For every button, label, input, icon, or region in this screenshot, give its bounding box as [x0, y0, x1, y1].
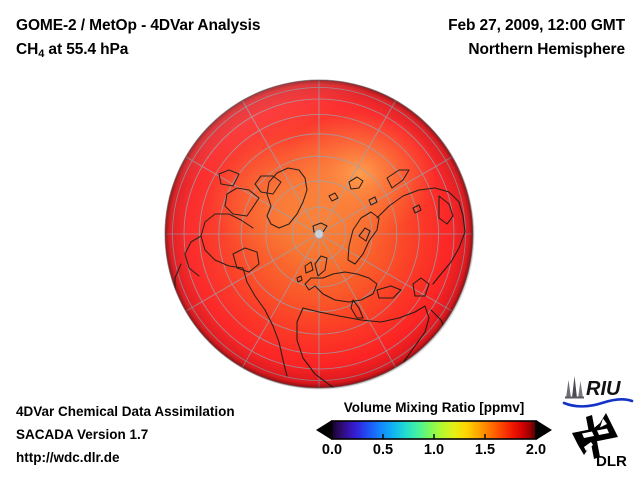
north-pole-marker [314, 229, 324, 239]
species-level-label: CH4 at 55.4 hPa [16, 41, 128, 60]
globe-outline [164, 79, 474, 389]
hemisphere-label: Northern Hemisphere [468, 41, 625, 58]
colorbar-tick-3: 1.5 [474, 442, 496, 458]
colorbar-tick-2: 1.0 [423, 442, 445, 458]
dlr-glider-cutouts [582, 418, 609, 451]
colorbar-tick-labels: 0.0 0.5 1.0 1.5 2.0 [312, 442, 556, 464]
colorbar-gradient [316, 420, 552, 440]
colorbar: Volume Mixing Ratio [ppmv] [312, 400, 556, 472]
riu-wave-icon [562, 397, 634, 408]
colorbar-tick-4: 2.0 [525, 442, 547, 458]
species-subscript: 4 [38, 48, 45, 60]
riu-logo: RIU [562, 376, 634, 408]
colorbar-cap-low [316, 420, 332, 440]
dlr-wordmark: DLR [596, 453, 627, 469]
colorbar-tick-0: 0.0 [321, 442, 343, 458]
orthographic-projection [164, 79, 475, 390]
colorbar-title: Volume Mixing Ratio [ppmv] [343, 400, 525, 415]
riu-spires-icon [565, 376, 584, 399]
level-text: at 55.4 hPa [44, 41, 129, 58]
species-symbol: CH [16, 41, 39, 58]
timestamp-label: Feb 27, 2009, 12:00 GMT [448, 17, 625, 34]
colorbar-tick-1: 0.5 [372, 442, 394, 458]
globe-map [163, 78, 475, 390]
colorbar-ticks [331, 434, 537, 439]
riu-wordmark: RIU [586, 378, 621, 400]
dataset-description: 4DVar Chemical Data Assimilation [16, 404, 235, 419]
colorbar-cap-high [536, 420, 552, 440]
source-url[interactable]: http://wdc.dlr.de [16, 450, 120, 465]
version-label: SACADA Version 1.7 [16, 427, 149, 442]
page-title: GOME-2 / MetOp - 4DVar Analysis [16, 17, 261, 34]
dlr-logo: DLR [572, 413, 627, 469]
